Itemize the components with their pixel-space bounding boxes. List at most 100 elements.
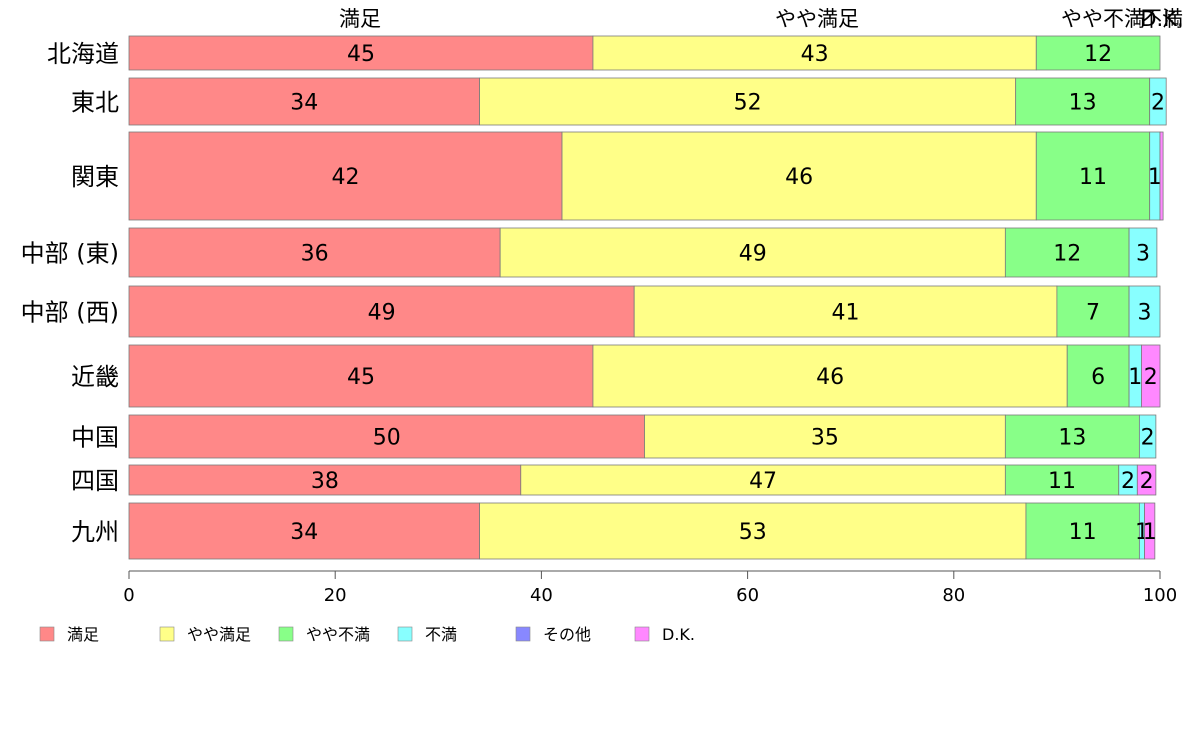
data-label: 13	[1069, 91, 1097, 116]
bar-segment-5-2	[1159, 131, 1164, 221]
legend-label: やや不満	[306, 625, 370, 644]
top-label: やや不満	[1061, 7, 1145, 31]
bar-segment-2-7	[1004, 464, 1120, 496]
data-label: 53	[739, 520, 767, 545]
category-label: 四国	[71, 467, 119, 495]
bar-segment-2-1	[1015, 77, 1151, 126]
data-label: 13	[1058, 426, 1086, 451]
legend-swatch	[39, 626, 55, 642]
top-label: やや満足	[775, 7, 859, 31]
data-label: 11	[1048, 469, 1076, 494]
bar-segment-1-1	[479, 77, 1017, 126]
bar-segment-1-6	[644, 414, 1006, 459]
data-label: 2	[1140, 469, 1154, 494]
top-label: D.K.	[1140, 7, 1183, 31]
data-label: 47	[749, 469, 777, 494]
data-label: 1	[1128, 365, 1142, 390]
data-label: 36	[301, 242, 329, 267]
bar-segment-1-5	[592, 344, 1068, 408]
x-tick-label: 60	[736, 585, 759, 606]
category-label: 中部 (西)	[21, 299, 119, 327]
bar-segment-5-7	[1136, 464, 1157, 496]
data-label: 2	[1151, 91, 1165, 116]
category-label: 近畿	[71, 363, 119, 391]
x-tick-label: 40	[530, 585, 553, 606]
data-label: 3	[1136, 242, 1150, 267]
x-axis: 0 20 40 60 80 100	[123, 570, 1177, 606]
data-label: 2	[1121, 469, 1135, 494]
category-label: 中部 (東)	[21, 240, 119, 268]
top-label: 満足	[339, 7, 381, 31]
bar-segment-3-1	[1149, 77, 1167, 126]
data-label: 2	[1144, 365, 1158, 390]
legend-label: 満足	[67, 625, 99, 644]
legend-label: その他	[543, 625, 591, 644]
bar-segment-2-5	[1066, 344, 1130, 408]
bar-segment-2-6	[1004, 414, 1140, 459]
bar-segment-0-6	[128, 414, 645, 459]
category-label: 関東	[71, 163, 119, 191]
bar-segment-0-7	[128, 464, 522, 496]
legend-label: やや満足	[187, 625, 251, 644]
data-label: 38	[311, 469, 339, 494]
data-label: 42	[332, 165, 360, 190]
data-label: 34	[290, 91, 318, 116]
bar-segment-0-0	[128, 35, 594, 71]
bar-segment-5-5	[1141, 344, 1161, 408]
bar-segment-2-0	[1035, 35, 1161, 71]
top-label: 不満	[1141, 7, 1183, 31]
bar-segment-0-4	[128, 285, 635, 338]
legend-label: D.K.	[662, 625, 695, 644]
data-label: 12	[1084, 42, 1112, 67]
data-label: 35	[811, 426, 839, 451]
data-label: 50	[373, 426, 401, 451]
data-label: 34	[290, 520, 318, 545]
data-label: 49	[368, 301, 396, 326]
bar-segment-0-8	[128, 502, 480, 560]
legend-swatch	[159, 626, 175, 642]
data-label: 6	[1091, 365, 1105, 390]
data-label: 11	[1079, 165, 1107, 190]
legend-label: 不満	[425, 625, 457, 644]
legend-swatch	[515, 626, 531, 642]
data-label: 46	[816, 365, 844, 390]
data-label: 49	[739, 242, 767, 267]
bar-segment-0-3	[128, 227, 501, 278]
category-label: 中国	[71, 424, 119, 452]
bar-segment-0-1	[128, 77, 480, 126]
data-label: 3	[1138, 301, 1152, 326]
legend-swatch	[278, 626, 294, 642]
bar-segment-5-8	[1144, 502, 1156, 560]
x-tick-label: 20	[324, 585, 347, 606]
data-label: 7	[1086, 301, 1100, 326]
data-label: 12	[1053, 242, 1081, 267]
bar-segment-2-8	[1025, 502, 1140, 560]
bar-segment-1-4	[633, 285, 1058, 338]
x-tick-label: 100	[1143, 585, 1177, 606]
category-label: 北海道	[47, 40, 119, 68]
data-label: 1	[1148, 165, 1162, 190]
x-tick-label: 0	[123, 585, 134, 606]
bar-segment-1-2	[561, 131, 1037, 221]
legend-swatch	[397, 626, 413, 642]
category-label: 東北	[71, 89, 119, 117]
bar-segment-2-3	[1004, 227, 1130, 278]
data-label: 41	[832, 301, 860, 326]
legend: 満足 やや満足 やや不満 不満 その他 D.K.	[39, 625, 695, 644]
bar-segment-1-7	[520, 464, 1006, 496]
data-label: 43	[801, 42, 829, 67]
bar-segment-0-5	[128, 344, 594, 408]
x-tick-label: 80	[942, 585, 965, 606]
bar-segment-3-6	[1138, 414, 1157, 459]
data-label: 2	[1141, 426, 1155, 451]
legend-swatch	[634, 626, 650, 642]
category-label: 九州	[71, 518, 119, 546]
data-label: 52	[734, 91, 762, 116]
data-label: 45	[347, 42, 375, 67]
bar-segment-3-3	[1128, 227, 1158, 278]
bar-segment-0-2	[128, 131, 563, 221]
